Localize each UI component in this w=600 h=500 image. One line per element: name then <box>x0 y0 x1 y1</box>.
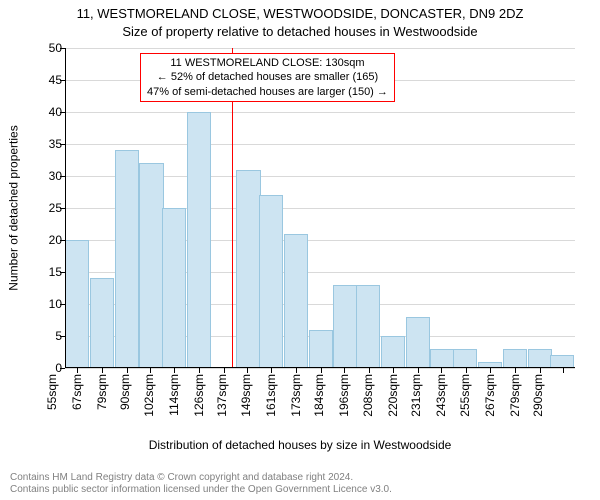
histogram-bar <box>284 234 308 368</box>
y-tick-label: 50 <box>22 41 62 55</box>
y-tick-label: 30 <box>22 169 62 183</box>
info-box: 11 WESTMORELAND CLOSE: 130sqm← 52% of de… <box>140 53 395 102</box>
x-ticks: 55sqm67sqm79sqm90sqm102sqm114sqm126sqm13… <box>65 368 575 438</box>
chart-subtitle: Size of property relative to detached ho… <box>0 24 600 39</box>
y-tick-label: 40 <box>22 105 62 119</box>
histogram-bar <box>65 240 89 368</box>
y-tick-label: 5 <box>22 329 62 343</box>
gridline <box>65 144 575 145</box>
histogram-bar <box>162 208 186 368</box>
info-box-line: 47% of semi-detached houses are larger (… <box>147 85 388 99</box>
histogram-bar <box>139 163 163 368</box>
info-box-line: 11 WESTMORELAND CLOSE: 130sqm <box>147 56 388 70</box>
histogram-bar <box>236 170 260 368</box>
histogram-bar <box>187 112 211 368</box>
footer-attribution: Contains HM Land Registry data © Crown c… <box>10 472 392 496</box>
y-tick-label: 25 <box>22 201 62 215</box>
y-tick-label: 45 <box>22 73 62 87</box>
histogram-bar <box>115 150 139 368</box>
histogram-bar <box>309 330 333 368</box>
histogram-bar <box>356 285 380 368</box>
y-ticks: 05101520253035404550 <box>22 48 62 368</box>
info-box-line: ← 52% of detached houses are smaller (16… <box>147 70 388 84</box>
footer-line2: Contains public sector information licen… <box>10 484 392 496</box>
y-tick-label: 15 <box>22 265 62 279</box>
y-tick-label: 35 <box>22 137 62 151</box>
y-axis-label: Number of detached properties <box>6 48 22 368</box>
y-tick-label: 0 <box>22 361 62 375</box>
histogram-bar <box>333 285 357 368</box>
histogram-bar <box>259 195 283 368</box>
x-axis-label: Distribution of detached houses by size … <box>0 438 600 452</box>
histogram-bar <box>406 317 430 368</box>
gridline <box>65 112 575 113</box>
chart-title: 11, WESTMORELAND CLOSE, WESTWOODSIDE, DO… <box>0 6 600 21</box>
histogram-bar <box>90 278 114 368</box>
histogram-bar <box>503 349 527 368</box>
y-tick-label: 10 <box>22 297 62 311</box>
y-axis-line <box>65 48 66 368</box>
histogram-bar <box>430 349 454 368</box>
footer-line1: Contains HM Land Registry data © Crown c… <box>10 472 392 484</box>
histogram-bar <box>453 349 477 368</box>
chart-container: 11, WESTMORELAND CLOSE, WESTWOODSIDE, DO… <box>0 0 600 500</box>
x-tick-label: 290sqm <box>531 374 595 417</box>
histogram-bar <box>381 336 405 368</box>
y-tick-label: 20 <box>22 233 62 247</box>
plot-area: 11 WESTMORELAND CLOSE: 130sqm← 52% of de… <box>65 48 575 368</box>
gridline <box>65 48 575 49</box>
histogram-bar <box>528 349 552 368</box>
